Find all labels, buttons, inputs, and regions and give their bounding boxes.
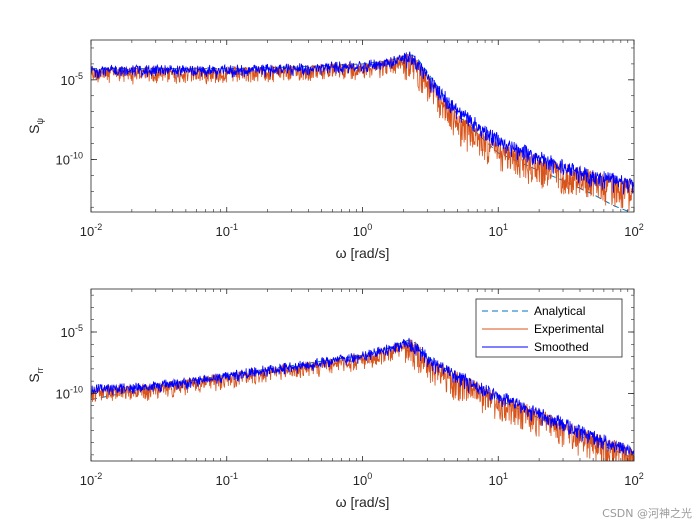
x-axis-label: ω [rad/s] — [336, 494, 390, 510]
series-smoothed-line — [91, 51, 634, 195]
y-axis-label-main: S — [26, 125, 42, 134]
x-tick-base: 10 — [80, 224, 94, 239]
x-tick-exponent: 1 — [503, 471, 508, 481]
x-tick-base: 10 — [80, 473, 94, 488]
x-tick-exponent: -2 — [94, 471, 102, 481]
x-tick-base: 10 — [216, 473, 230, 488]
x-tick-label: 101 — [489, 222, 508, 239]
y-tick-exponent: -5 — [75, 71, 83, 81]
y-axis-label-main: S — [26, 373, 42, 382]
y-axis-label-sub: ψ — [35, 118, 45, 124]
x-tick-label: 10-2 — [80, 222, 102, 239]
legend: Analytical Experimental Smoothed — [475, 298, 623, 358]
x-tick-base: 10 — [489, 473, 503, 488]
x-tick-exponent: 1 — [503, 222, 508, 232]
x-tick-label: 10-1 — [216, 222, 238, 239]
y-tick-base: 10 — [61, 73, 75, 88]
x-tick-label: 102 — [624, 222, 643, 239]
y-tick-base: 10 — [56, 386, 70, 401]
x-tick-exponent: 0 — [367, 222, 372, 232]
x-tick-exponent: -1 — [230, 222, 238, 232]
y-tick-base: 10 — [56, 152, 70, 167]
x-tick-label: 10-2 — [80, 471, 102, 488]
x-tick-exponent: 0 — [367, 471, 372, 481]
x-tick-base: 10 — [216, 224, 230, 239]
x-tick-base: 10 — [353, 224, 367, 239]
y-tick-label: 10-5 — [61, 323, 83, 340]
y-axis-label-sub: rr — [35, 367, 45, 373]
y-tick-exponent: -10 — [70, 150, 83, 160]
series-experimental-line — [91, 53, 634, 211]
x-tick-exponent: -2 — [94, 222, 102, 232]
legend-label-experimental: Experimental — [534, 322, 604, 336]
x-tick-label: 100 — [353, 222, 372, 239]
y-tick-exponent: -5 — [75, 323, 83, 333]
y-tick-label: 10-10 — [56, 150, 83, 167]
x-tick-label: 10-1 — [216, 471, 238, 488]
x-tick-base: 10 — [353, 473, 367, 488]
x-tick-exponent: 2 — [639, 222, 644, 232]
series-smoothed-line — [91, 337, 634, 457]
y-tick-label: 10-10 — [56, 384, 83, 401]
y-tick-label: 10-5 — [61, 71, 83, 88]
legend-label-smoothed: Smoothed — [534, 340, 589, 354]
y-tick-base: 10 — [61, 325, 75, 340]
y-axis-label: Srr — [26, 367, 45, 382]
x-tick-label: 101 — [489, 471, 508, 488]
y-axis-label: Sψ — [26, 118, 45, 134]
x-tick-label: 102 — [624, 471, 643, 488]
y-tick-exponent: -10 — [70, 384, 83, 394]
x-tick-base: 10 — [624, 224, 638, 239]
x-tick-base: 10 — [624, 473, 638, 488]
x-tick-label: 100 — [353, 471, 372, 488]
x-tick-exponent: 2 — [639, 471, 644, 481]
x-tick-exponent: -1 — [230, 471, 238, 481]
watermark: CSDN @河神之光 — [602, 507, 692, 520]
plot-area — [91, 40, 634, 212]
x-tick-base: 10 — [489, 224, 503, 239]
legend-label-analytical: Analytical — [534, 304, 585, 318]
x-axis-label: ω [rad/s] — [336, 245, 390, 261]
